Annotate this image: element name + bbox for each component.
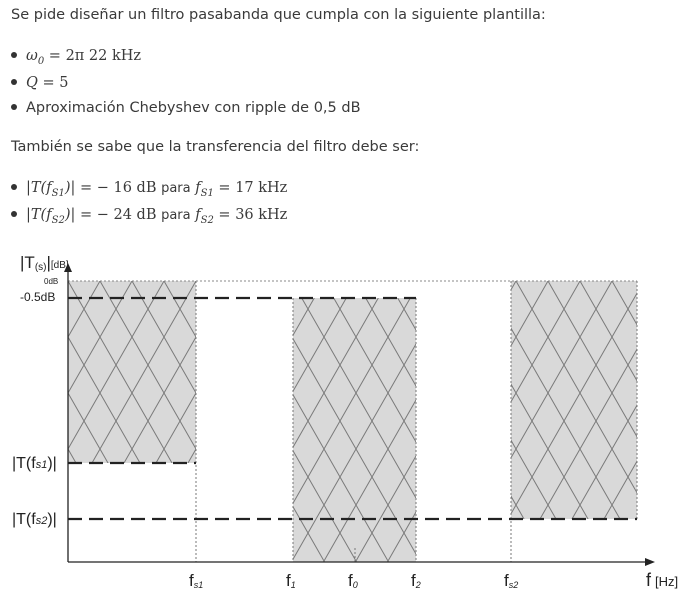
spec-q: Q = 5 xyxy=(11,72,68,94)
cond-s1-word: para xyxy=(161,181,191,196)
x-axis-arrow-icon xyxy=(645,558,655,566)
bullet-icon xyxy=(11,211,17,217)
intro-text: Se pide diseñar un filtro pasabanda que … xyxy=(11,7,546,23)
q-symbol: Q xyxy=(26,75,38,91)
q-value: = 5 xyxy=(37,75,69,91)
zero-db-label: 0dB xyxy=(44,277,58,286)
bullet-icon xyxy=(11,184,17,190)
stopband-left-region xyxy=(68,281,196,463)
y-axis-label: |T(s)|[dB] xyxy=(20,253,69,273)
approximation-text: Aproximación Chebyshev con ripple de 0,5… xyxy=(26,100,361,116)
omega-symbol: ω xyxy=(26,48,38,64)
cond-s1-lhs-sub: S1 xyxy=(51,188,65,199)
cond-s1-value: = − 16 dB xyxy=(75,180,157,196)
bullet-icon xyxy=(11,104,17,110)
ts2-label: |T(fs2)| xyxy=(12,511,57,528)
cond-s1-f-sub: S1 xyxy=(200,188,214,199)
cond-s2-lhs-close: )| xyxy=(64,207,76,223)
stopband-right-region xyxy=(511,281,637,519)
bullet-icon xyxy=(11,79,17,85)
passband-region xyxy=(293,298,416,562)
condition-s1: |T(fS1)| = − 16 dB para fS1 = 17 kHz xyxy=(11,177,287,199)
f0-label: f0 xyxy=(348,571,358,590)
omega-value: = 2π 22 kHz xyxy=(44,48,142,64)
f1-label: f1 xyxy=(286,571,296,590)
cond-s2-freq: = 36 kHz xyxy=(213,207,288,223)
ripple-label: -0.5dB xyxy=(20,290,55,304)
cond-s1-f: f xyxy=(195,180,201,196)
cond-s2-f-sub: S2 xyxy=(200,215,214,226)
cond-s2-word: para xyxy=(161,208,191,223)
y-axis-arrow-icon xyxy=(64,263,72,272)
spec-approximation: Aproximación Chebyshev con ripple de 0,5… xyxy=(11,97,361,119)
x-axis-label: f [Hz] xyxy=(646,570,678,590)
fs1-label: fs1 xyxy=(189,571,203,590)
cond-s1-lhs: |T(f xyxy=(26,180,52,196)
cond-s2-lhs: |T(f xyxy=(26,207,52,223)
cond-s2-f: f xyxy=(195,207,201,223)
filter-template-diagram: |T(s)|[dB] 0dB -0.5dB |T(fs1)| |T(fs2)| … xyxy=(12,253,678,590)
condition-s2: |T(fS2)| = − 24 dB para fS2 = 36 kHz xyxy=(11,204,287,226)
cond-s2-lhs-sub: S2 xyxy=(51,215,65,226)
bullet-icon xyxy=(11,52,17,58)
cond-s2-value: = − 24 dB xyxy=(75,207,157,223)
ts1-label: |T(fs1)| xyxy=(12,455,57,472)
cond-s1-freq: = 17 kHz xyxy=(213,180,288,196)
spec-w0: ω0 = 2π 22 kHz xyxy=(11,45,141,67)
cond-s1-lhs-close: )| xyxy=(64,180,76,196)
transfer-intro-text: También se sabe que la transferencia del… xyxy=(11,139,420,155)
f2-label: f2 xyxy=(411,571,421,590)
omega-subscript: 0 xyxy=(37,56,45,67)
fs2-label: fs2 xyxy=(504,571,518,590)
